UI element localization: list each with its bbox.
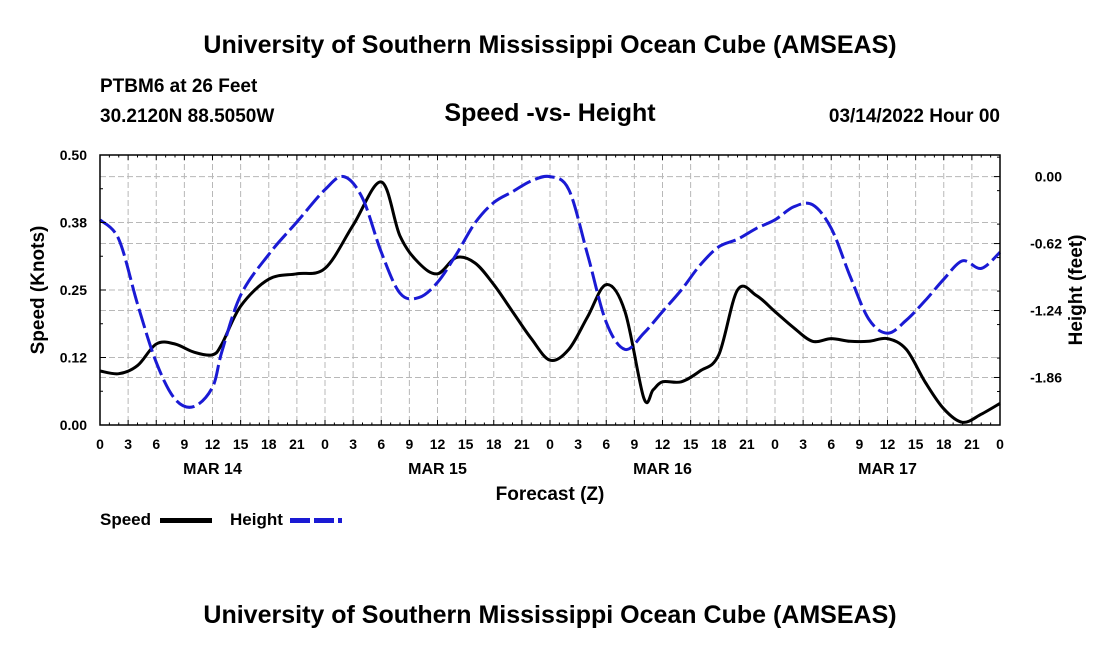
x-day-label: MAR 16 xyxy=(633,461,692,478)
x-tick-label: 12 xyxy=(430,436,446,452)
y2-tick-label: -0.62 xyxy=(1030,236,1062,252)
y-tick-label: 0.38 xyxy=(60,215,87,231)
x-tick-label: 0 xyxy=(771,436,779,452)
x-tick-label: 0 xyxy=(996,436,1004,452)
x-tick-label: 6 xyxy=(602,436,610,452)
x-tick-label: 0 xyxy=(321,436,329,452)
y-tick-label: 0.00 xyxy=(60,417,87,433)
x-tick-label: 6 xyxy=(152,436,160,452)
x-tick-label: 12 xyxy=(880,436,896,452)
y2-axis-label: Height (feet) xyxy=(1066,235,1087,346)
series-layer xyxy=(98,174,1002,424)
footer-title: University of Southern Mississippi Ocean… xyxy=(203,601,897,629)
forecast-datetime: 03/14/2022 Hour 00 xyxy=(828,106,1000,127)
chart-grid xyxy=(100,155,1000,425)
x-tick-label: 18 xyxy=(486,436,502,452)
x-tick-label: 15 xyxy=(908,436,924,452)
x-tick-label: 15 xyxy=(233,436,249,452)
x-tick-label: 18 xyxy=(261,436,277,452)
legend-height-label: Height xyxy=(230,510,283,529)
legend-speed-swatch xyxy=(160,518,212,523)
chart-subtitle: Speed -vs- Height xyxy=(444,99,656,127)
x-tick-label: 21 xyxy=(739,436,755,452)
page-title: University of Southern Mississippi Ocean… xyxy=(203,31,897,59)
x-tick-label: 6 xyxy=(377,436,385,452)
x-tick-label: 12 xyxy=(655,436,671,452)
x-tick-label: 12 xyxy=(205,436,221,452)
series-line-height xyxy=(98,174,1002,409)
x-tick-label: 9 xyxy=(855,436,863,452)
y-axis-label: Speed (Knots) xyxy=(28,226,49,355)
x-day-label: MAR 17 xyxy=(858,461,917,478)
x-tick-label: 3 xyxy=(349,436,357,452)
x-tick-label: 18 xyxy=(711,436,727,452)
x-axis-label: Forecast (Z) xyxy=(496,484,605,505)
x-tick-label: 18 xyxy=(936,436,952,452)
x-tick-label: 21 xyxy=(964,436,980,452)
y-tick-label: 0.12 xyxy=(60,350,87,366)
legend-speed-label: Speed xyxy=(100,510,152,529)
x-tick-label: 21 xyxy=(289,436,305,452)
x-tick-label: 9 xyxy=(405,436,413,452)
y2-tick-label: -1.24 xyxy=(1030,303,1062,319)
x-tick-label: 0 xyxy=(546,436,554,452)
x-tick-label: 9 xyxy=(630,436,638,452)
x-tick-label: 0 xyxy=(96,436,104,452)
x-day-label: MAR 15 xyxy=(408,461,467,478)
y-tick-label: 0.25 xyxy=(60,282,87,298)
chart-axes: 0 3 6 9 12 15 18 21 0 3 6 9 12 15 18 21 0 3 6 9 12 15 18 21 0 3 6 9… xyxy=(60,147,1062,478)
series-line-speed xyxy=(99,180,1001,424)
x-tick-label: 3 xyxy=(799,436,807,452)
x-tick-label: 9 xyxy=(180,436,188,452)
x-tick-label: 21 xyxy=(514,436,530,452)
y2-tick-label: -1.86 xyxy=(1030,369,1062,385)
x-tick-label: 3 xyxy=(124,436,132,452)
x-tick-label: 6 xyxy=(827,436,835,452)
y-tick-label: 0.50 xyxy=(60,147,87,163)
x-tick-label: 3 xyxy=(574,436,582,452)
station-name: PTBM6 at 26 Feet xyxy=(100,76,258,97)
x-tick-label: 15 xyxy=(683,436,699,452)
station-coordinates: 30.2120N 88.5050W xyxy=(100,106,275,127)
legend-height-swatch xyxy=(290,518,342,523)
y2-tick-label: 0.00 xyxy=(1035,169,1062,185)
x-tick-label: 15 xyxy=(458,436,474,452)
x-day-label: MAR 14 xyxy=(183,461,242,478)
